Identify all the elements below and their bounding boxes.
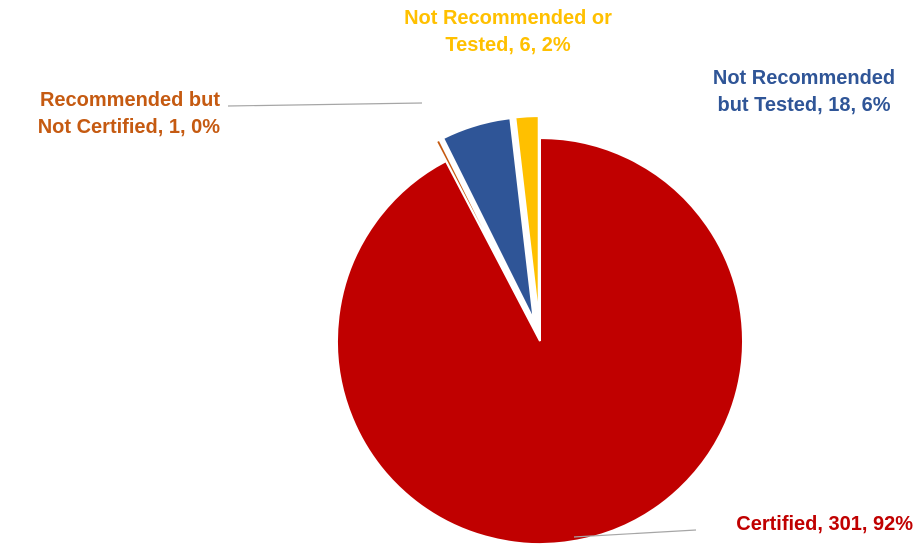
data-label-line: Not Recommended or	[404, 7, 612, 29]
data-label-line: Certified, 301, 92%	[736, 513, 913, 535]
leader-line-certified	[573, 529, 697, 538]
data-label-not-recommended-or-tested: Not Recommended or Tested, 6, 2%	[404, 7, 612, 56]
data-label-certified: Certified, 301, 92%	[736, 513, 913, 535]
data-label-line: Tested, 6, 2%	[445, 34, 570, 56]
data-label-line: Not Recommended	[713, 67, 895, 89]
pie-slice-recommended-but-not-certified	[434, 138, 531, 322]
data-label-line: Not Certified, 1, 0%	[38, 116, 220, 138]
pie-slice-not-recommended-or-tested	[514, 115, 540, 320]
data-label-not-recommended-but-tested: Not Recommended but Tested, 18, 6%	[713, 67, 895, 116]
pie-slice-certified	[336, 136, 744, 545]
data-label-line: but Tested, 18, 6%	[717, 94, 890, 116]
leader-line-recommended-but-not-certified	[227, 102, 423, 107]
data-label-line: Recommended but	[40, 89, 220, 111]
pie-slice-not-recommended-but-tested	[441, 117, 535, 321]
data-label-recommended-but-not-certified: Recommended but Not Certified, 1, 0%	[38, 89, 221, 138]
